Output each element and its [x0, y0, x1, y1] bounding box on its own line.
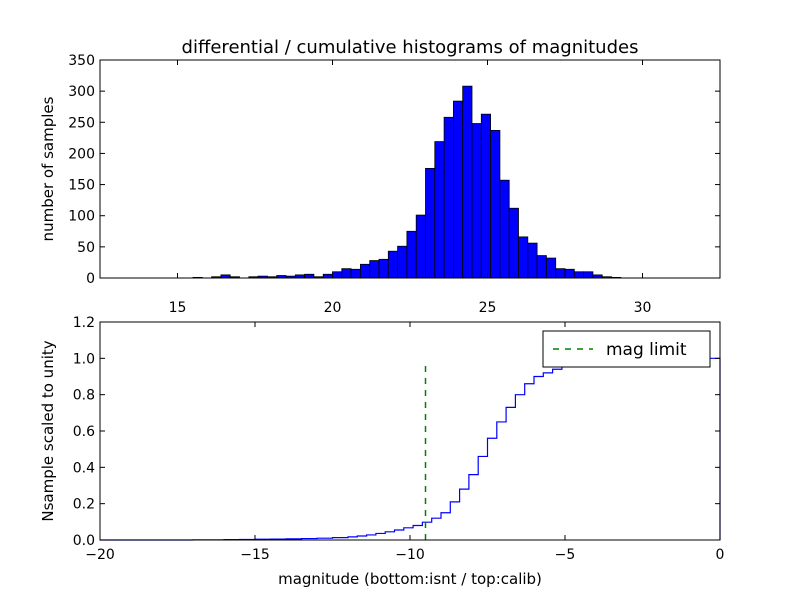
y-tick-label: 1.0: [73, 351, 95, 367]
top-y-axis-label: number of samples: [39, 96, 57, 241]
histogram-bar: [415, 214, 426, 279]
y-tick-label: 0.6: [73, 424, 95, 440]
histogram-bar: [555, 268, 566, 279]
histogram-bar: [527, 242, 538, 279]
bottom-y-ticks: 0.0 0.2 0.4 0.6 0.8 1.0 1.2: [73, 315, 720, 549]
histogram-bar: [369, 260, 380, 279]
x-tick-label: −10: [395, 547, 425, 563]
histogram-bar: [341, 268, 352, 279]
histogram-bar: [546, 257, 557, 279]
histogram-bar: [397, 245, 408, 279]
y-tick-label: 100: [68, 209, 95, 225]
bottom-x-ticks: −20 −15 −10 −5 0: [85, 322, 724, 563]
histogram-bar: [434, 141, 445, 279]
histogram-bar: [443, 116, 454, 279]
bottom-x-axis-label: magnitude (bottom:isnt / top:calib): [278, 570, 542, 588]
histogram-bar: [425, 167, 436, 279]
histogram-bar: [304, 273, 315, 279]
y-tick-label: 300: [68, 84, 95, 100]
histogram-bars: [192, 85, 622, 279]
y-tick-label: 250: [68, 115, 95, 131]
histogram-bar: [332, 271, 343, 279]
x-tick-label: −20: [85, 547, 115, 563]
x-tick-label: 25: [479, 300, 497, 316]
histogram-bar: [406, 230, 417, 279]
histogram-bar: [452, 100, 464, 279]
y-tick-label: 350: [68, 53, 95, 69]
cumulative-lines: [100, 357, 721, 541]
x-tick-label: 30: [634, 300, 652, 316]
chart-title: differential / cumulative histograms of …: [182, 37, 639, 58]
histogram-bar: [462, 85, 473, 279]
histogram-bar: [471, 123, 482, 279]
histogram-bar: [387, 250, 398, 279]
histogram-bar: [518, 236, 529, 279]
histogram-bar: [480, 113, 491, 279]
x-tick-label: −5: [555, 547, 576, 563]
x-tick-label: 15: [169, 300, 187, 316]
histogram-bar: [378, 258, 389, 279]
y-tick-label: 200: [68, 146, 95, 162]
histogram-bar: [499, 179, 510, 279]
x-tick-label: 20: [324, 300, 342, 316]
histogram-bar: [536, 255, 547, 279]
y-tick-label: 150: [68, 178, 95, 194]
histogram-bar: [359, 263, 371, 279]
x-tick-label: −15: [240, 547, 270, 563]
legend: mag limit: [542, 330, 711, 368]
y-tick-label: 0.4: [73, 460, 95, 476]
histogram-bar: [583, 271, 594, 279]
histogram-bar: [508, 207, 519, 279]
cumulative-step-line: [100, 357, 721, 541]
histogram-bar: [573, 271, 584, 279]
top-plot-frame: [99, 59, 721, 279]
y-tick-label: 1.2: [73, 315, 95, 331]
y-tick-label: 0.2: [73, 497, 95, 513]
histogram-bar: [490, 129, 501, 279]
x-tick-label: 0: [716, 547, 725, 563]
histogram-bar: [564, 268, 575, 279]
y-tick-label: 0.0: [73, 533, 95, 549]
top-y-ticks: 0 50 100 150 200 250 300 350: [68, 53, 720, 287]
bottom-y-axis-label: Nsample scaled to unity: [39, 340, 57, 521]
histogram-bar: [350, 268, 361, 279]
legend-mag-limit-label: mag limit: [606, 340, 687, 360]
top-x-ticks: 15 20 25 30: [169, 60, 652, 316]
y-tick-label: 0: [86, 271, 95, 287]
y-tick-label: 50: [77, 240, 95, 256]
y-tick-label: 0.8: [73, 388, 95, 404]
histogram-bar: [322, 273, 333, 279]
